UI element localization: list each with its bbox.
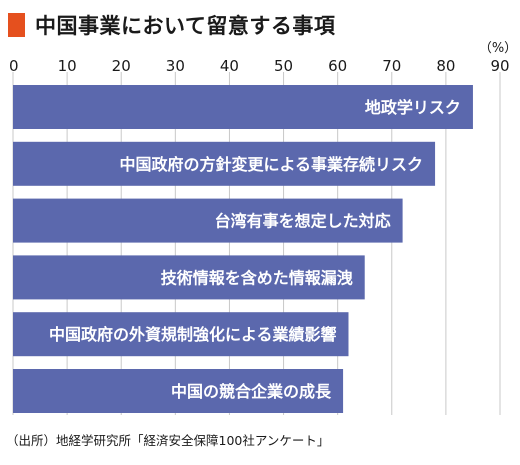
bar-label: 技術情報を含めた情報漏洩 <box>161 268 353 287</box>
bar-chart: 0 10 20 30 40 50 60 70 80 90（%） 地政学リスク中国政府の方針変更による… <box>9 41 517 415</box>
bar-label: 地政学リスク <box>365 98 461 117</box>
bar <box>13 198 403 243</box>
x-tick-label: 40 <box>220 57 239 75</box>
chart-title-row: 中国事業において留意する事項 <box>8 10 335 40</box>
bar-label: 台湾有事を想定した対応 <box>215 212 391 231</box>
x-tick-label: 50 <box>274 57 293 75</box>
unit-label: （%） <box>479 41 517 56</box>
bar <box>13 369 344 413</box>
bar-label: 中国政府の外資規制強化による業績影響 <box>49 325 337 344</box>
bar <box>13 312 349 357</box>
x-tick-label: 20 <box>112 57 131 75</box>
x-tick-label: 80 <box>436 57 455 75</box>
bar <box>13 255 365 300</box>
bar <box>13 141 436 186</box>
bar <box>13 85 473 129</box>
title-marker <box>8 13 25 37</box>
x-tick-label: 10 <box>58 57 77 75</box>
x-tick-label: 30 <box>166 57 185 75</box>
x-tick-label: 0 <box>9 57 19 75</box>
chart-title: 中国事業において留意する事項 <box>35 14 336 38</box>
x-tick-label: 70 <box>382 57 401 75</box>
x-tick-label: 60 <box>328 57 347 75</box>
source-note: （出所）地経学研究所「経済安全保障100社アンケート」 <box>6 433 330 448</box>
x-tick-label: 90 <box>490 57 509 75</box>
bar-label: 中国の競合企業の成長 <box>171 382 332 401</box>
bar-label: 中国政府の方針変更による事業存続リスク <box>120 155 424 174</box>
